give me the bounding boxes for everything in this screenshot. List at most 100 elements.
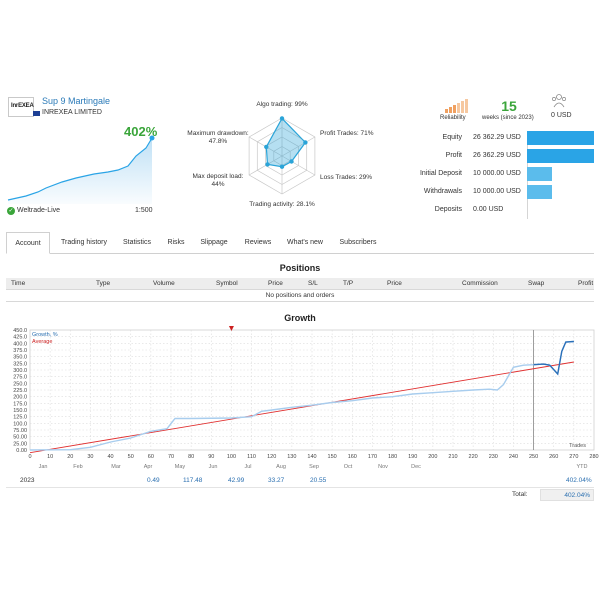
col-price-2[interactable]: Price (387, 280, 402, 287)
weeks-label: weeks (since 2023) (482, 115, 534, 121)
y-tick-label: 225.0 (13, 388, 27, 394)
growth-percent: 402% (124, 124, 158, 139)
month-value-apr: 117.48 (183, 477, 203, 484)
check-icon: ✓ (7, 207, 15, 215)
x-tick-label: 170 (368, 454, 377, 460)
broker-logo-text: InrEXEA (11, 103, 34, 109)
stat-label: Withdrawals (423, 188, 462, 195)
growth-line-recent (533, 340, 574, 376)
month-label: Jul (244, 464, 251, 470)
x-tick-label: 230 (489, 454, 498, 460)
x-tick-label: 10 (47, 454, 53, 460)
growth-title: Growth (284, 313, 316, 323)
x-tick-label: 50 (128, 454, 134, 460)
signal-title[interactable]: Sup 9 Martingale (42, 96, 111, 106)
x-axis-label: Trades (569, 443, 586, 449)
y-tick-label: 100.0 (13, 421, 27, 427)
growth-chart: 0.0025.0050.0075.00100.0125.0150.0175.02… (13, 326, 599, 470)
server-name[interactable]: Weltrade-Live (17, 207, 61, 214)
legend-growth: Growth, % (32, 332, 58, 338)
stat-value: 10 000.00 USD (473, 170, 521, 177)
radar-point (264, 144, 269, 150)
radar-point (303, 140, 308, 145)
stat-label: Initial Deposit (419, 170, 462, 177)
y-tick-label: 300.0 (13, 368, 27, 374)
subscribers-value: 0 USD (551, 112, 572, 119)
x-tick-label: 0 (28, 454, 31, 460)
tab-account[interactable]: Account (6, 232, 50, 254)
month-label: Mar (111, 464, 121, 470)
average-line (29, 361, 574, 454)
month-label: Dec (411, 464, 421, 470)
tab-slippage[interactable]: Slippage (200, 239, 228, 246)
tab-statistics[interactable]: Statistics (122, 239, 151, 246)
radar-label-deposit-load: Max deposit load: (192, 173, 244, 180)
radar-point (279, 116, 285, 121)
y-tick-label: 25.00 (13, 441, 27, 447)
radar-label-loss: Loss Trades: 29% (320, 174, 373, 181)
col-type[interactable]: Type (96, 280, 111, 287)
tab-whats-new[interactable]: What's new (287, 239, 323, 246)
x-tick-label: 160 (348, 454, 357, 460)
col-sl[interactable]: S/L (308, 280, 318, 287)
month-label: Jun (209, 464, 218, 470)
mini-chart-endpoint (149, 135, 155, 141)
col-commission[interactable]: Commission (462, 280, 498, 287)
stat-value: 10 000.00 USD (473, 188, 521, 195)
stat-label: Deposits (434, 206, 462, 213)
col-price[interactable]: Price (268, 280, 283, 287)
x-tick-label: 250 (529, 454, 538, 460)
tab-subscribers[interactable]: Subscribers (339, 239, 377, 246)
radar-value-drawdown: 47.8% (208, 138, 228, 145)
y-tick-label: 400.0 (13, 341, 27, 347)
col-volume[interactable]: Volume (153, 280, 175, 287)
y-tick-label: 350.0 (13, 355, 27, 361)
x-tick-label: 80 (188, 454, 194, 460)
month-label: Jan (39, 464, 48, 470)
radar-area (265, 117, 307, 168)
stat-label: Profit (445, 152, 462, 159)
month-value-jul: 20.55 (310, 477, 327, 484)
stat-bar (527, 131, 594, 145)
radar-label-activity: Trading activity: 28.1% (249, 201, 315, 208)
month-label: May (175, 464, 186, 470)
positions-header: Time Type Volume Symbol Price S/L T/P Pr… (6, 278, 594, 290)
x-tick-label: 30 (87, 454, 93, 460)
col-time[interactable]: Time (11, 280, 26, 287)
x-tick-label: 200 (428, 454, 437, 460)
stat-value: 26 362.29 USD (473, 134, 521, 141)
x-tick-label: 180 (388, 454, 397, 460)
radar-chart (248, 116, 316, 195)
month-label: Feb (73, 464, 82, 470)
radar-label-algo: Algo trading: 99% (256, 101, 308, 108)
y-tick-label: 275.0 (13, 375, 27, 381)
company-name[interactable]: INREXEA LIMITED (42, 109, 102, 116)
tab-reviews[interactable]: Reviews (244, 239, 272, 246)
y-tick-label: 325.0 (13, 361, 27, 367)
tab-trading-history[interactable]: Trading history (60, 239, 108, 246)
col-swap[interactable]: Swap (528, 280, 545, 287)
stat-bar (527, 167, 552, 181)
radar-value-deposit-load: 44% (211, 181, 225, 188)
radar-point (289, 159, 294, 164)
x-tick-label: 280 (589, 454, 598, 460)
x-tick-label: 190 (408, 454, 417, 460)
x-tick-label: 60 (148, 454, 154, 460)
x-tick-label: 20 (67, 454, 73, 460)
stat-label: Equity (442, 134, 462, 141)
col-profit[interactable]: Profit (578, 280, 594, 287)
col-symbol[interactable]: Symbol (216, 280, 238, 287)
month-value-jun: 33.27 (268, 477, 285, 484)
reliability-icon (445, 99, 468, 113)
ytd-value: 402.04% (566, 477, 592, 484)
y-tick-label: 150.0 (13, 408, 27, 414)
y-tick-label: 125.0 (13, 415, 27, 421)
stat-value: 26 362.29 USD (473, 152, 521, 159)
tab-risks[interactable]: Risks (167, 239, 185, 246)
x-tick-label: 270 (569, 454, 578, 460)
x-tick-label: 70 (168, 454, 174, 460)
col-tp[interactable]: T/P (343, 280, 354, 287)
x-tick-label: 210 (448, 454, 457, 460)
radar-label-drawdown: Maximum drawdown: (187, 130, 249, 137)
month-label: Aug (276, 464, 286, 470)
